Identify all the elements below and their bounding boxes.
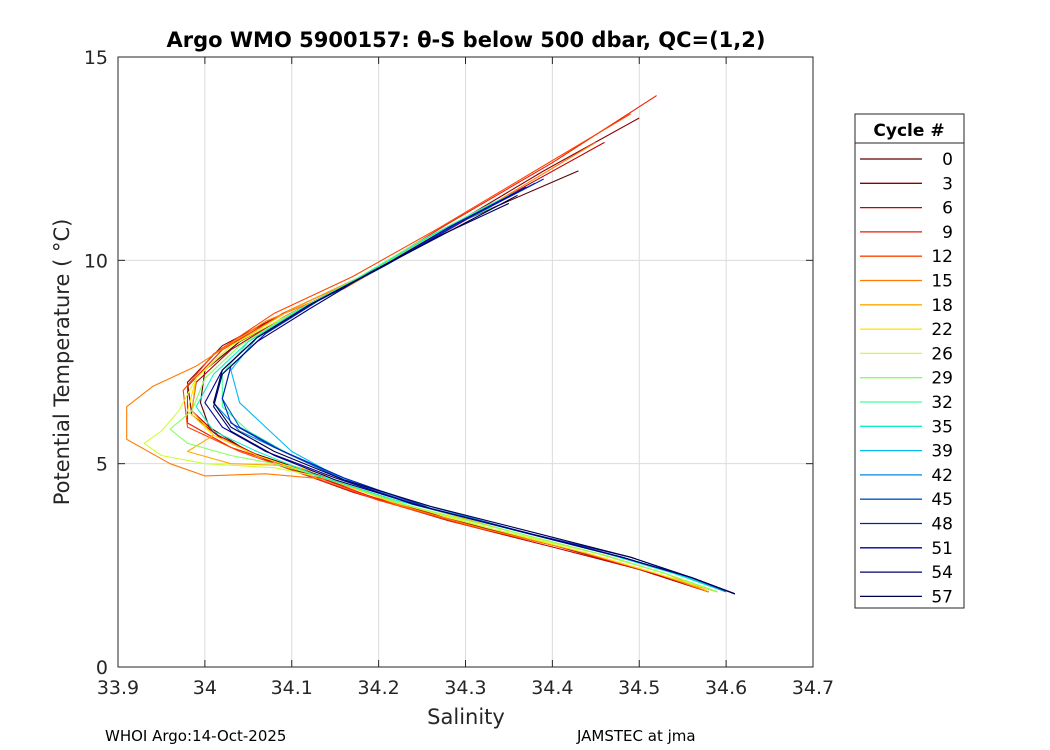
legend-label-cycle-0: 0 [942,150,953,170]
legend-label-cycle-22: 22 [931,320,953,340]
series-line-cycle-54 [213,202,735,595]
legend-label-cycle-18: 18 [931,296,953,316]
x-tick-label: 34.2 [357,677,399,699]
x-tick-label: 34.6 [705,677,747,699]
ticks [117,56,814,668]
x-tick-label: 34.1 [271,677,313,699]
legend-label-cycle-29: 29 [931,369,953,389]
legend-label-cycle-32: 32 [931,393,953,413]
legend-label-cycle-51: 51 [931,539,953,559]
x-axis-label: Salinity [427,705,505,729]
legend-label-cycle-3: 3 [942,174,953,194]
footer-right: JAMSTEC at jma [576,727,696,745]
legend-label-cycle-48: 48 [931,515,953,535]
x-tick-label: 34.3 [444,677,486,699]
x-tick-label: 34.4 [531,677,573,699]
legend-label-cycle-12: 12 [931,247,953,267]
legend-label-cycle-42: 42 [931,466,953,486]
x-tick-label: 34 [193,677,217,699]
legend-label-cycle-9: 9 [942,223,953,243]
legend-label-cycle-39: 39 [931,442,953,462]
legend-label-cycle-35: 35 [931,417,953,437]
y-tick-labels: 0 5 10 15 [84,47,108,679]
x-tick-label: 33.9 [97,677,139,699]
legend-title: Cycle # [873,121,944,141]
x-tick-labels: 33.9 34 34.1 34.2 34.3 34.4 34.5 34.6 34.7 [97,677,834,699]
legend-items: 0 3 6 9 12 15 18 22 26 29 32 35 39 42 45 48 51 54 57 [860,150,953,607]
legend-box [854,113,965,609]
legend-label-cycle-6: 6 [942,199,953,219]
series-line-cycle-15 [126,141,709,593]
series-line-cycle-57 [213,194,735,595]
data-lines [126,95,735,595]
x-tick-label: 34.7 [792,677,834,699]
legend-label-cycle-26: 26 [931,344,953,364]
y-tick-label: 15 [84,47,108,69]
y-tick-label: 5 [96,454,108,476]
legend-label-cycle-57: 57 [931,587,953,607]
x-tick-label: 34.5 [618,677,660,699]
y-tick-label: 0 [96,657,108,679]
y-tick-label: 10 [84,250,108,272]
footer-left: WHOI Argo:14-Oct-2025 [105,727,286,745]
y-axis-label: Potential Temperature ( °C) [50,219,74,506]
legend: Cycle # 0 3 6 9 12 15 18 22 26 29 32 35 39 42 45 48 51 54… [854,113,965,609]
chart-title: Argo WMO 5900157: θ-S below 500 dbar, QC… [167,28,766,52]
legend-label-cycle-15: 15 [931,272,953,292]
legend-label-cycle-45: 45 [931,490,953,510]
legend-label-cycle-54: 54 [931,563,953,583]
